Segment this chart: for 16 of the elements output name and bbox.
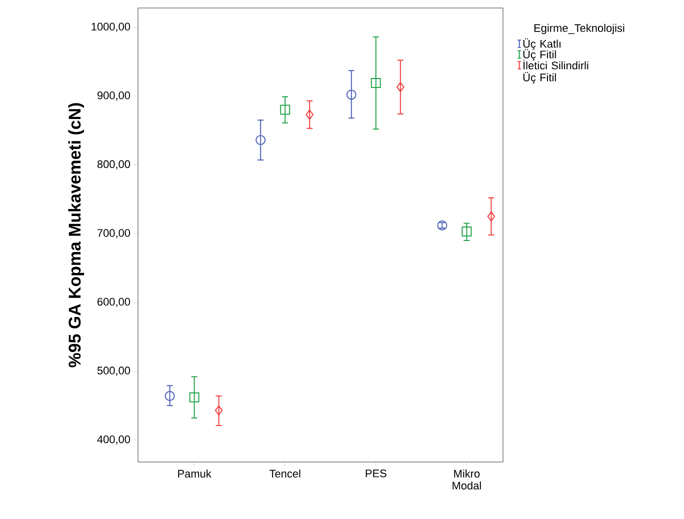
legend-title: Egirme_Teknolojisi: [534, 24, 624, 34]
legend-label: Üç Fitil: [523, 49, 556, 61]
x-tick-label: Tencel: [270, 470, 300, 478]
y-tick-label: 400,00: [97, 435, 130, 445]
y-tick-label: 800,00: [97, 160, 130, 170]
y-tick-label: 900,00: [97, 92, 130, 101]
y-axis-title: %95 GA Kopma Mukavemeti (cN): [68, 103, 84, 368]
legend-label: Üç Katlı: [523, 38, 560, 50]
y-tick-label: 500,00: [97, 366, 130, 376]
x-tick-label: PES: [366, 470, 386, 478]
y-tick-label: 1000,00: [92, 22, 130, 32]
y-tick-label: 600,00: [98, 298, 130, 307]
legend-label: İletici Silindirli Üç Fitil: [523, 60, 588, 84]
x-tick-label: Mikro Modal: [452, 470, 481, 490]
x-tick-label: Pamuk: [178, 470, 212, 478]
y-tick-label: 700,00: [98, 229, 130, 238]
